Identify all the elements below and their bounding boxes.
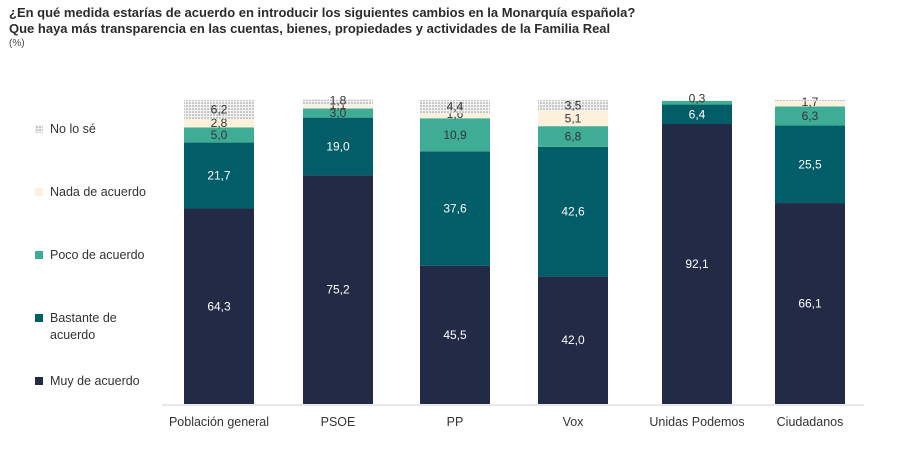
data-label-bastante-de-acuerdo-unidas-podemos: 6,4 [689, 107, 706, 121]
legend-item-no-lo-se: No lo sé [35, 122, 96, 136]
bar-segment-bastante-de-acuerdo-pp [420, 151, 490, 266]
data-label-no-lo-se-vox: 3,5 [565, 98, 582, 112]
bar-segment-bastante-de-acuerdo-poblacion-general [184, 142, 254, 209]
legend-label-muy-de-acuerdo: Muy de acuerdo [50, 374, 140, 388]
bar-segment-nada-de-acuerdo-psoe [303, 105, 373, 109]
bar-segment-muy-de-acuerdo-unidas-podemos [662, 124, 732, 405]
bar-segment-bastante-de-acuerdo-psoe [303, 117, 373, 176]
bar-segment-muy-de-acuerdo-poblacion-general [184, 208, 254, 404]
data-label-muy-de-acuerdo-psoe: 75,2 [326, 283, 350, 297]
chart-legend: No lo sé Nada de acuerdo Poco de acuerdo Ba… [35, 122, 146, 388]
legend-item-nada-de-acuerdo: Nada de acuerdo [35, 185, 146, 199]
legend-label-no-lo-se: No lo sé [50, 122, 96, 136]
bar-segment-muy-de-acuerdo-vox [538, 276, 608, 404]
bar-segment-no-lo-se-pp [420, 100, 490, 114]
chart-bars: 64,321,75,02,86,275,219,03,01,11,845,537… [184, 91, 845, 405]
legend-label-nada-de-acuerdo: Nada de acuerdo [50, 185, 146, 199]
x-tick-label-vox: Vox [563, 415, 585, 429]
bar-segment-muy-de-acuerdo-pp [420, 265, 490, 404]
data-label-nada-de-acuerdo-vox: 5,1 [565, 111, 582, 125]
bar-segment-nada-de-acuerdo-unidas-podemos [662, 100, 732, 101]
bar-segment-nada-de-acuerdo-pp [420, 113, 490, 119]
data-label-poco-de-acuerdo-poblacion-general: 5,0 [211, 128, 228, 142]
bar-segment-bastante-de-acuerdo-unidas-podemos [662, 104, 732, 125]
data-label-bastante-de-acuerdo-ciudadanos: 25,5 [798, 157, 822, 171]
legend-swatch-nada-de-acuerdo [35, 188, 43, 196]
legend-swatch-poco-de-acuerdo [35, 251, 43, 259]
data-label-bastante-de-acuerdo-poblacion-general: 21,7 [207, 169, 231, 183]
data-label-nada-de-acuerdo-ciudadanos: 1,7 [802, 95, 819, 109]
bar-segment-poco-de-acuerdo-pp [420, 118, 490, 152]
data-label-muy-de-acuerdo-vox: 42,0 [561, 333, 585, 347]
bar-stack-poblacion-general: 64,3 21,7 5,02,86,2 [184, 100, 254, 404]
bar-stack-pp: 45,537,610,91,64,4 [420, 100, 490, 404]
data-label-muy-de-acuerdo-pp: 45,5 [443, 328, 467, 342]
x-tick-label-pp: PP [447, 415, 464, 429]
chart-title-line1: ¿En qué medida estarías de acuerdo en in… [9, 5, 636, 20]
x-tick-label-unidas-podemos: Unidas Podemos [649, 415, 744, 429]
x-tick-label-ciudadanos: Ciudadanos [777, 415, 844, 429]
bar-segment-nada-de-acuerdo-poblacion-general [184, 118, 254, 128]
data-label-poco-de-acuerdo-psoe: 3,0 [330, 106, 347, 120]
bar-stack-unidas-podemos: 92,1 6,4 0,3 [662, 91, 732, 405]
data-label-bastante-de-acuerdo-pp: 37,6 [443, 202, 467, 216]
bar-segment-muy-de-acuerdo-ciudadanos [775, 203, 845, 404]
bar-segment-nada-de-acuerdo-ciudadanos [775, 101, 845, 107]
legend-swatch-muy-de-acuerdo [35, 377, 43, 385]
bar-segment-poco-de-acuerdo-poblacion-general [184, 127, 254, 143]
legend-label-poco-de-acuerdo: Poco de acuerdo [50, 248, 145, 262]
bar-segment-no-lo-se-psoe [303, 99, 373, 106]
data-label-no-lo-se-psoe: 1,8 [330, 93, 347, 107]
data-label-muy-de-acuerdo-unidas-podemos: 92,1 [685, 257, 709, 271]
chart-header: ¿En qué medida estarías de acuerdo en in… [9, 5, 889, 50]
data-label-nada-de-acuerdo-unidas-podemos: 0,3 [689, 91, 706, 105]
bar-segment-no-lo-se-poblacion-general [184, 100, 254, 119]
data-label-muy-de-acuerdo-poblacion-general: 64,3 [207, 299, 231, 313]
bar-stack-psoe: 75,219,03,01,11,8 [303, 93, 373, 404]
bar-segment-poco-de-acuerdo-vox [538, 126, 608, 147]
bar-segment-poco-de-acuerdo-ciudadanos [775, 106, 845, 126]
x-tick-label-psoe: PSOE [321, 415, 356, 429]
bar-stack-ciudadanos: 66,1 25,5 6,31,7 [775, 95, 845, 404]
bar-segment-poco-de-acuerdo-psoe [303, 108, 373, 118]
data-label-nada-de-acuerdo-poblacion-general: 2,8 [211, 116, 228, 130]
data-label-muy-de-acuerdo-ciudadanos: 66,1 [798, 297, 822, 311]
legend-item-bastante-de-acuerdo: Bastante de acuerdo [35, 311, 117, 342]
x-tick-label-poblacion-general: Población general [169, 415, 269, 429]
bar-segment-bastante-de-acuerdo-ciudadanos [775, 125, 845, 204]
data-label-poco-de-acuerdo-ciudadanos: 6,3 [802, 109, 819, 123]
bar-segment-nada-de-acuerdo-vox [538, 110, 608, 127]
bar-stack-vox: 42,0 42,6 6,8 5,13,5 [538, 98, 608, 404]
data-label-poco-de-acuerdo-pp: 10,9 [443, 128, 467, 142]
data-label-no-lo-se-pp: 4,4 [447, 100, 464, 114]
chart-title-line2: Que haya más transparencia en las cuenta… [9, 21, 611, 36]
chart-unit: (%) [9, 38, 25, 49]
data-label-poco-de-acuerdo-vox: 6,8 [565, 129, 582, 143]
legend-item-poco-de-acuerdo: Poco de acuerdo [35, 248, 145, 262]
bar-segment-no-lo-se-vox [538, 100, 608, 111]
legend-label-bastante-de-acuerdo-line2: acuerdo [50, 328, 95, 342]
legend-swatch-bastante-de-acuerdo [35, 314, 43, 322]
data-label-bastante-de-acuerdo-vox: 42,6 [561, 205, 585, 219]
bar-segment-bastante-de-acuerdo-vox [538, 146, 608, 277]
bar-segment-no-lo-se-ciudadanos [775, 100, 845, 102]
legend-swatch-no-lo-se [35, 125, 43, 133]
bar-segment-muy-de-acuerdo-psoe [303, 175, 373, 404]
legend-item-muy-de-acuerdo: Muy de acuerdo [35, 374, 140, 388]
legend-label-bastante-de-acuerdo-line1: Bastante de [50, 311, 117, 325]
data-label-bastante-de-acuerdo-psoe: 19,0 [326, 140, 350, 154]
x-axis-labels: Población general PSOE PP Vox Unidas Podemos… [169, 415, 843, 429]
bar-segment-poco-de-acuerdo-unidas-podemos [662, 100, 732, 105]
data-label-no-lo-se-poblacion-general: 6,2 [211, 102, 228, 116]
